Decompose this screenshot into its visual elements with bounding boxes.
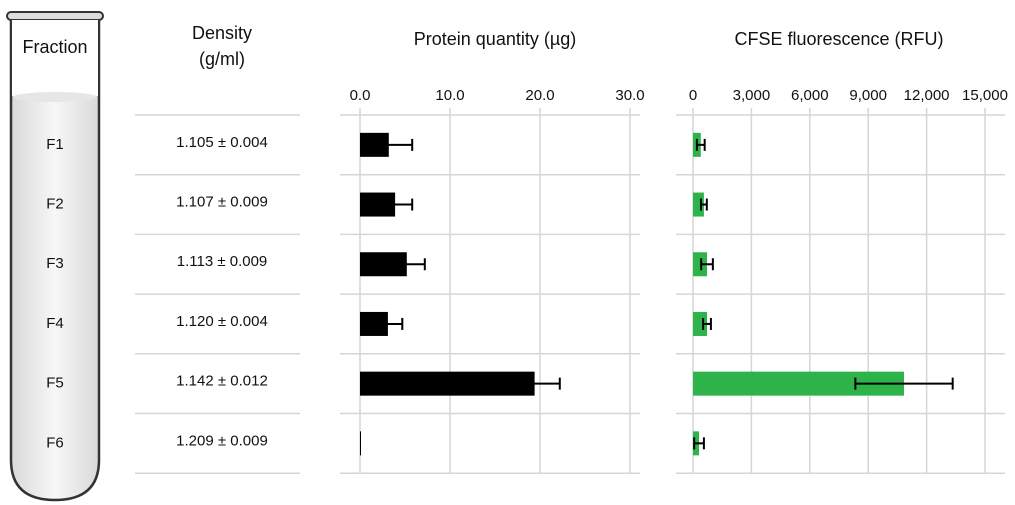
x-tick-label: 15,000 — [962, 87, 1008, 104]
fraction-label: F3 — [46, 255, 64, 272]
density-header: (g/ml) — [199, 49, 245, 69]
tube-top — [12, 20, 98, 96]
density-value: 1.209 ± 0.009 — [176, 432, 268, 449]
chart-title: Protein quantity (µg) — [414, 29, 576, 49]
density-value: 1.142 ± 0.012 — [176, 373, 268, 390]
fraction-label: F4 — [46, 315, 64, 332]
bar — [360, 431, 361, 455]
density-value: 1.107 ± 0.009 — [176, 194, 268, 211]
x-tick-label: 0 — [689, 87, 697, 104]
fraction-label: F5 — [46, 375, 64, 392]
tube-header: Fraction — [22, 37, 87, 57]
tube-rim — [7, 12, 103, 20]
x-tick-label: 6,000 — [791, 87, 829, 104]
density-value: 1.120 ± 0.004 — [176, 313, 268, 330]
error-bar — [701, 199, 707, 211]
figure: Fraction Density (g/ml) F1 1.105 ± 0.004 F… — [0, 0, 1015, 505]
x-tick-label: 20.0 — [525, 87, 554, 104]
x-tick-label: 9,000 — [849, 87, 887, 104]
chart-title: CFSE fluorescence (RFU) — [734, 29, 943, 49]
fraction-label: F1 — [46, 136, 64, 153]
density-value: 1.113 ± 0.009 — [177, 253, 268, 270]
density-value: 1.105 ± 0.004 — [176, 134, 268, 151]
x-tick-label: 12,000 — [904, 87, 950, 104]
x-tick-label: 3,000 — [733, 87, 771, 104]
x-tick-label: 0.0 — [350, 87, 371, 104]
density-header: Density — [192, 23, 252, 43]
fraction-label: F6 — [46, 434, 64, 451]
fraction-label: F2 — [46, 196, 64, 213]
x-tick-label: 10.0 — [435, 87, 464, 104]
meniscus — [13, 92, 97, 102]
x-tick-label: 30.0 — [615, 87, 644, 104]
